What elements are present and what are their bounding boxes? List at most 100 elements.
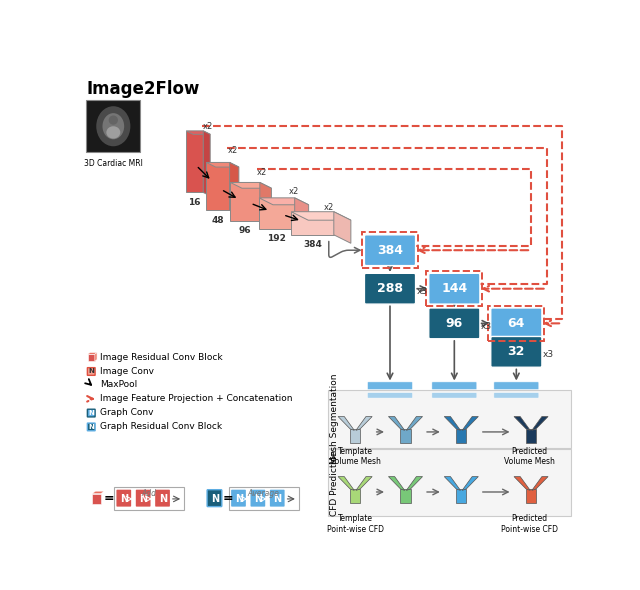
Polygon shape [294,198,308,235]
Polygon shape [462,477,478,490]
Ellipse shape [96,106,131,146]
Polygon shape [514,477,531,490]
Polygon shape [406,477,422,490]
Polygon shape [230,182,271,188]
FancyBboxPatch shape [229,487,298,510]
FancyBboxPatch shape [491,336,542,367]
Polygon shape [338,477,355,490]
Text: 144: 144 [441,282,467,295]
Bar [426,271,482,306]
FancyBboxPatch shape [155,490,170,507]
Polygon shape [462,417,478,430]
FancyBboxPatch shape [367,382,412,389]
Text: Graph Conv: Graph Conv [100,408,154,417]
Text: Template
Volume Mesh: Template Volume Mesh [330,447,381,466]
Bar [230,182,260,221]
Text: MaxPool: MaxPool [100,381,138,389]
FancyBboxPatch shape [88,409,95,417]
Polygon shape [204,131,210,196]
Bar [401,489,410,503]
Text: Graph Residual Conv Block: Graph Residual Conv Block [100,422,222,431]
Text: x3: x3 [417,287,428,296]
FancyBboxPatch shape [494,393,539,398]
FancyBboxPatch shape [364,235,415,266]
Text: x2: x2 [257,168,267,177]
Bar [350,489,360,503]
Polygon shape [444,417,461,430]
Polygon shape [338,417,355,430]
FancyBboxPatch shape [494,382,539,389]
Polygon shape [532,417,548,430]
Bar [291,212,334,235]
Bar [401,429,410,442]
Bar [88,354,95,361]
Text: Image Feature Projection + Concatenation: Image Feature Projection + Concatenation [100,394,292,404]
FancyBboxPatch shape [231,490,246,507]
Text: 96: 96 [239,227,252,235]
Polygon shape [514,417,531,430]
Bar [186,131,204,192]
Polygon shape [444,477,461,490]
Bar [206,162,230,210]
Text: N: N [88,409,94,416]
FancyBboxPatch shape [429,308,480,339]
Polygon shape [532,477,548,490]
Text: Image Conv: Image Conv [100,366,154,376]
Text: N: N [235,494,243,504]
Bar [456,489,467,503]
Polygon shape [206,162,239,167]
FancyBboxPatch shape [432,393,477,398]
Bar [526,429,536,442]
FancyBboxPatch shape [367,393,412,398]
Text: Add: Add [141,489,156,498]
Text: 384: 384 [377,244,403,257]
Bar [350,429,360,442]
Text: Predicted
Volume Mesh: Predicted Volume Mesh [504,447,555,466]
Bar [488,306,544,341]
Polygon shape [260,182,271,227]
Ellipse shape [102,113,124,139]
FancyBboxPatch shape [136,490,150,507]
Ellipse shape [109,116,118,124]
Polygon shape [334,212,351,243]
Bar [86,100,140,152]
Bar [456,429,467,442]
FancyBboxPatch shape [491,308,542,339]
Bar [526,489,536,503]
FancyBboxPatch shape [88,423,95,431]
Polygon shape [406,417,422,430]
Polygon shape [230,162,239,215]
Bar [328,449,572,516]
Polygon shape [259,198,308,205]
FancyBboxPatch shape [432,382,477,389]
Text: x2: x2 [289,187,299,196]
Polygon shape [388,417,404,430]
Text: 96: 96 [445,317,463,330]
Text: 32: 32 [508,345,525,358]
Bar [362,232,418,268]
Text: CFD Prediction: CFD Prediction [330,449,339,516]
Text: Average: Average [248,489,280,498]
Text: 384: 384 [303,240,322,249]
FancyBboxPatch shape [88,368,95,375]
Bar [92,493,101,504]
Text: =: = [223,491,233,504]
Text: x2: x2 [228,146,238,155]
FancyBboxPatch shape [114,487,184,510]
Text: =: = [103,491,114,504]
Text: N: N [140,494,148,504]
Text: N: N [273,494,282,504]
Text: 192: 192 [268,234,286,243]
Bar [259,198,294,229]
Ellipse shape [106,126,120,139]
Polygon shape [356,477,372,490]
Text: Image Residual Conv Block: Image Residual Conv Block [100,353,223,362]
Text: N: N [254,494,262,504]
Text: N: N [120,494,128,504]
Text: N: N [159,494,167,504]
Text: Image2Flow: Image2Flow [86,80,200,98]
Polygon shape [291,212,351,220]
FancyBboxPatch shape [116,490,131,507]
FancyBboxPatch shape [429,273,480,304]
FancyBboxPatch shape [364,273,415,304]
